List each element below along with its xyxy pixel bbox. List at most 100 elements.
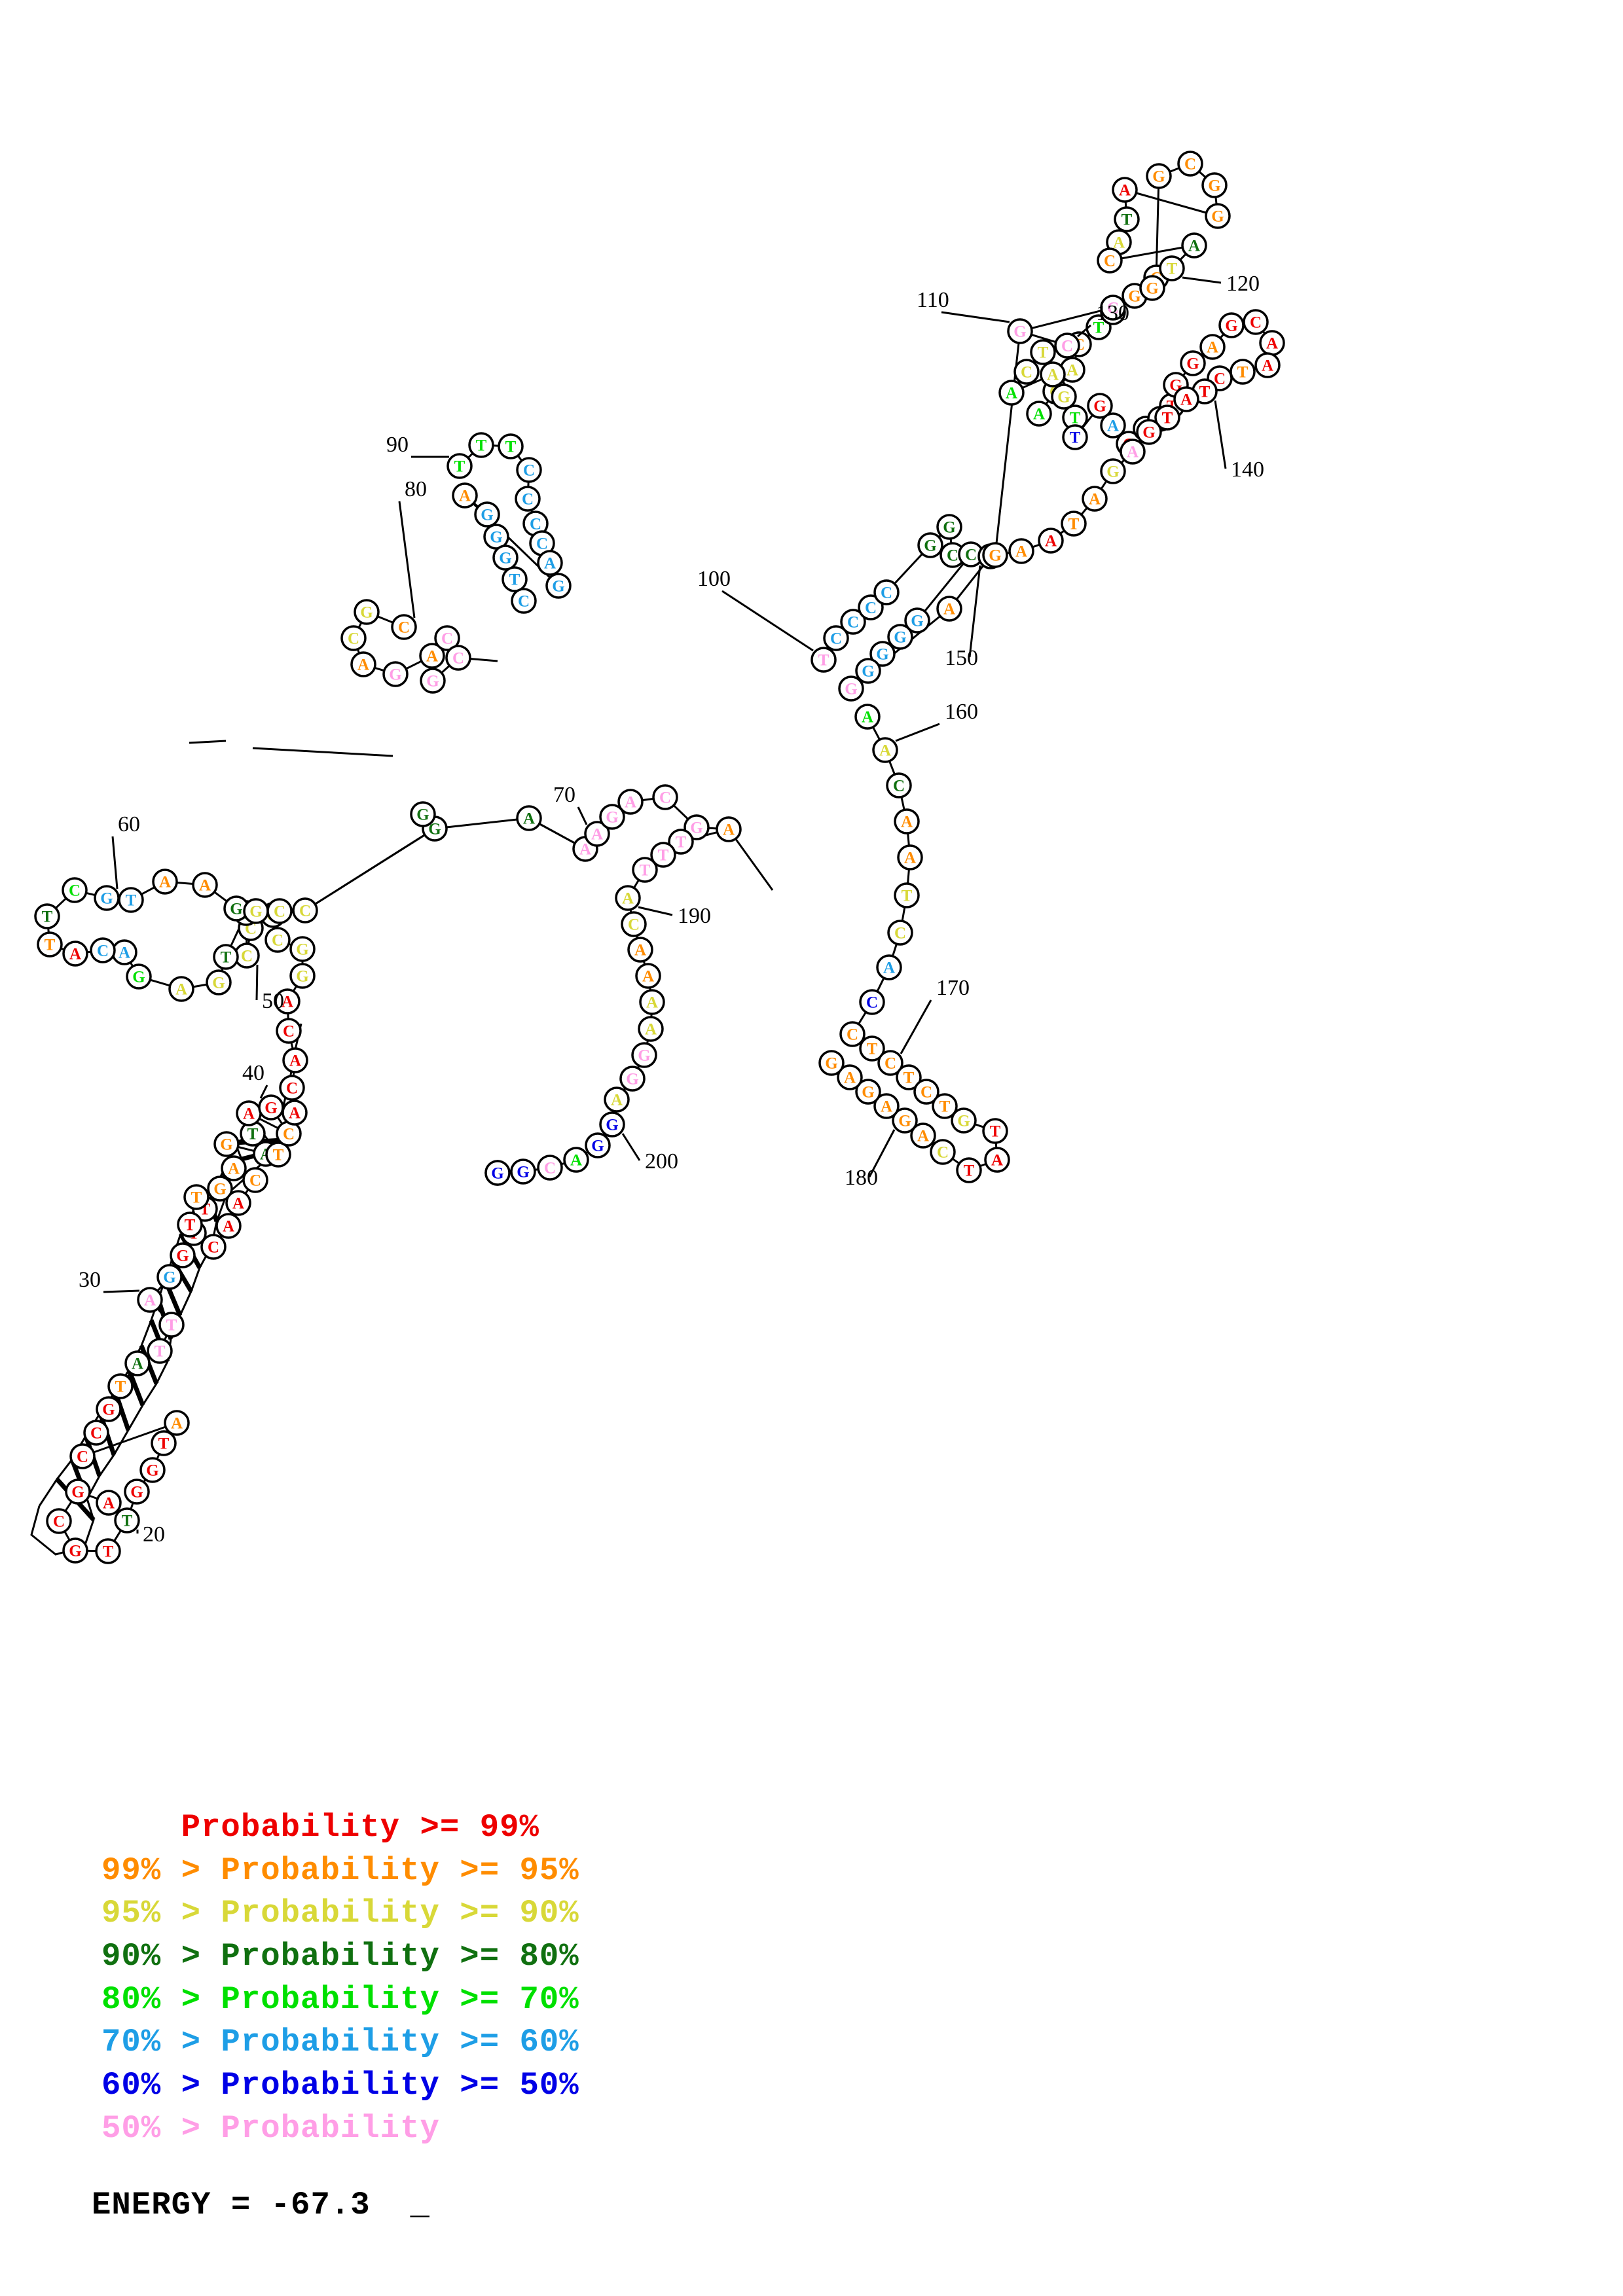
position-leader-line [941, 311, 1010, 323]
backbone-segment [446, 818, 518, 829]
base-node: G [1180, 350, 1206, 376]
backbone-segment [974, 1123, 985, 1128]
svg-text:C: C [1250, 314, 1262, 332]
position-leader-line [868, 1129, 896, 1177]
base-node: T [1030, 339, 1056, 365]
base-node: A [1038, 528, 1064, 554]
base-node: C [839, 1021, 866, 1047]
base-node: C [1097, 247, 1123, 274]
svg-text:G: G [212, 975, 225, 992]
base-node: A [111, 939, 137, 965]
backbone-segment [377, 615, 393, 624]
position-leader-line [968, 565, 981, 658]
backbone-segment [1030, 333, 1057, 344]
svg-text:A: A [119, 944, 130, 962]
base-node: A [936, 596, 962, 622]
legend-row-low: 50% > Probability [101, 2109, 440, 2147]
svg-text:T: T [122, 1513, 133, 1530]
backbone-segment [176, 881, 194, 886]
svg-text:C: C [299, 903, 311, 920]
position-label: 20 [143, 1522, 165, 1547]
svg-text:G: G [606, 809, 618, 827]
backbone-segment [872, 726, 881, 740]
base-node: T [183, 1184, 210, 1210]
svg-text:A: A [1067, 362, 1078, 380]
backbone-segment [1121, 246, 1183, 260]
svg-text:T: T [509, 571, 520, 589]
position-label: 170 [936, 976, 970, 1000]
svg-text:C: C [90, 1425, 102, 1443]
base-node: A [1254, 352, 1281, 378]
base-node: A [192, 872, 218, 898]
base-node-layer: AGCGTTGGTACCGTATTAGGTTGTTCAACAGATTACGACA… [34, 151, 1285, 1564]
svg-text:G: G [845, 681, 857, 698]
svg-text:A: A [622, 890, 634, 908]
position-label: 30 [79, 1268, 101, 1292]
backbone-segment [156, 1308, 165, 1317]
legend-row-99: Probability >= 99% [101, 1809, 539, 1846]
svg-text:A: A [1262, 357, 1273, 375]
svg-text:C: C [847, 1026, 858, 1044]
base-node: G [382, 661, 409, 687]
base-node: A [876, 954, 902, 980]
svg-text:A: A [1089, 491, 1101, 509]
svg-text:C: C [283, 1023, 295, 1041]
base-node: C [279, 1075, 305, 1101]
svg-text:A: A [1266, 335, 1278, 353]
svg-text:C: C [518, 593, 530, 611]
base-node: G [206, 969, 232, 996]
svg-text:A: A [1033, 406, 1045, 423]
svg-text:C: C [847, 614, 859, 632]
position-leader-line [638, 906, 673, 916]
svg-text:A: A [289, 1052, 301, 1070]
svg-text:T: T [1167, 260, 1178, 278]
base-node: T [158, 1312, 185, 1338]
svg-text:T: T [115, 1378, 126, 1396]
svg-text:G: G [132, 969, 145, 986]
svg-text:A: A [289, 1105, 301, 1122]
base-node: G [1201, 172, 1228, 198]
svg-text:T: T [902, 888, 913, 905]
backbone-segment [1021, 378, 1043, 389]
svg-text:A: A [175, 981, 187, 999]
svg-text:G: G [69, 1543, 81, 1560]
position-label: 150 [945, 646, 978, 670]
base-node: A [563, 1147, 589, 1173]
svg-text:A: A [591, 826, 603, 844]
base-node: A [910, 1122, 936, 1149]
base-node: A [638, 1016, 664, 1042]
base-node: T [1062, 424, 1088, 450]
base-node: G [855, 1079, 881, 1105]
svg-text:C: C [1214, 370, 1226, 388]
svg-text:A: A [844, 1069, 856, 1087]
base-node: A [1199, 334, 1226, 360]
backbone-segment [405, 660, 422, 670]
svg-text:A: A [103, 1495, 115, 1513]
svg-text:G: G [264, 1100, 277, 1117]
base-node: G [1146, 163, 1172, 189]
base-node: G [65, 1479, 91, 1505]
svg-text:T: T [155, 1343, 166, 1361]
svg-text:C: C [865, 600, 877, 617]
svg-text:G: G [638, 1047, 650, 1065]
position-label: 120 [1226, 272, 1260, 296]
svg-text:A: A [1180, 391, 1192, 409]
base-node: C [264, 927, 291, 953]
base-node: G [869, 641, 896, 667]
svg-text:G: G [1186, 355, 1199, 373]
base-node: G [483, 524, 509, 550]
base-node: C [276, 1121, 302, 1147]
base-node: G [94, 885, 120, 911]
base-node: G [631, 1042, 657, 1068]
svg-text:T: T [454, 458, 465, 476]
svg-text:T: T [42, 908, 53, 926]
svg-text:T: T [505, 439, 517, 456]
base-node: T [982, 1118, 1008, 1144]
base-node: C [522, 511, 549, 537]
base-node: T [932, 1093, 958, 1119]
backbone-segment [55, 897, 67, 909]
backbone-segment [259, 1117, 279, 1130]
svg-text:T: T [273, 1147, 284, 1164]
svg-text:G: G [130, 1484, 143, 1501]
base-node: G [410, 801, 436, 827]
